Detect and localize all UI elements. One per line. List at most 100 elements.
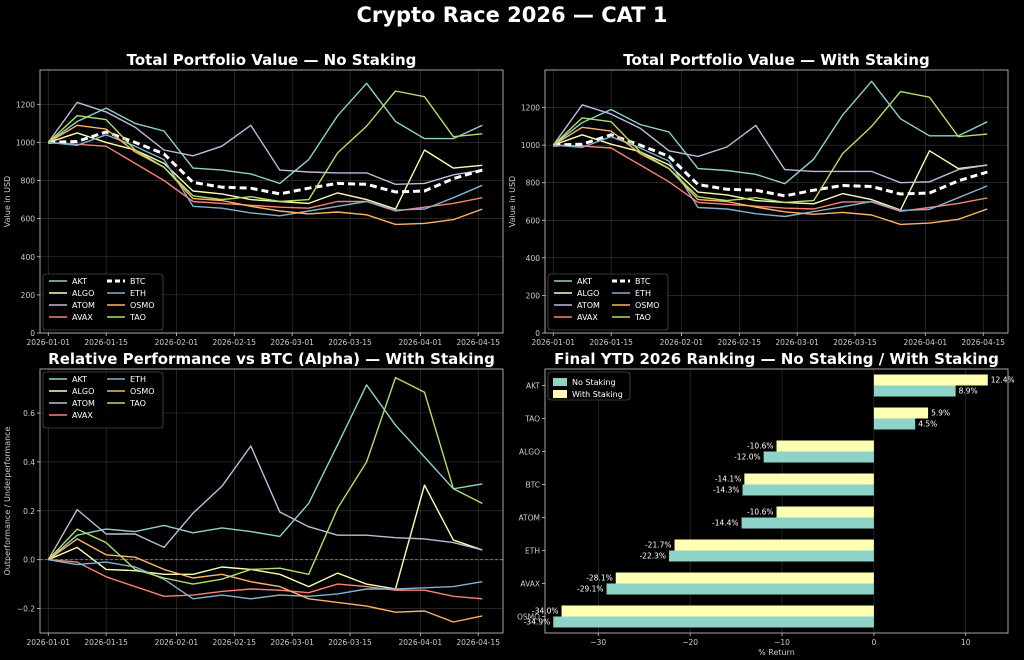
data-label-no-staking-eth: -22.3% xyxy=(639,552,666,561)
bar-with-staking-atom xyxy=(776,506,874,518)
legend-box xyxy=(547,273,669,331)
x-tick-label: 2026-01-01 xyxy=(26,638,70,647)
legend-swatch-no-staking xyxy=(553,378,567,386)
series-line-osmo xyxy=(47,124,483,226)
legend-label-eth: ETH xyxy=(130,375,146,384)
x-tick-label: 2026-02-01 xyxy=(660,338,704,347)
x-tick-label: 2026-04-15 xyxy=(456,338,500,347)
data-label-with-staking-tao: 5.9% xyxy=(931,409,950,418)
bar-no-staking-atom xyxy=(741,517,874,529)
data-label-with-staking-eth: -21.7% xyxy=(645,541,672,550)
series-line-atom xyxy=(47,445,483,561)
x-tick-label: 2026-04-01 xyxy=(399,638,443,647)
y-axis-label: Outperformance / Underperformance xyxy=(3,426,12,575)
legend-label-atom: ATOM xyxy=(72,301,95,310)
bar-no-staking-avax xyxy=(606,583,874,595)
chart-title: Final YTD 2026 Ranking — No Staking / Wi… xyxy=(554,350,999,368)
plot-frame xyxy=(544,368,1009,634)
series-line-tao xyxy=(552,90,988,204)
bar-with-staking-eth xyxy=(674,539,874,551)
series-line-atom xyxy=(47,101,483,186)
legend-label-atom: ATOM xyxy=(577,301,600,310)
x-tick-label: 2026-04-01 xyxy=(904,338,948,347)
legend-label-avax: AVAX xyxy=(72,313,93,322)
data-label-no-staking-avax: -29.1% xyxy=(577,585,604,594)
y-tick-label: 200 xyxy=(526,291,541,300)
y-tick-label: 400 xyxy=(526,254,541,263)
y-tick-label: 0.4 xyxy=(23,458,35,467)
y-tick-label: 1000 xyxy=(521,141,540,150)
category-label-tao: TAO xyxy=(524,415,540,424)
legend: AKT ALGO ATOM AVAX ETH OSMO TAO xyxy=(42,371,164,429)
plot-frame xyxy=(39,368,504,634)
legend-label-algo: ALGO xyxy=(577,289,599,298)
series-line-akt xyxy=(47,384,483,561)
legend-label-avax: AVAX xyxy=(72,411,93,420)
x-tick-label: 2026-03-01 xyxy=(270,338,314,347)
y-tick-label: 0.2 xyxy=(23,507,35,516)
legend-label-eth: ETH xyxy=(635,289,651,298)
y-tick-label: 0 xyxy=(535,329,540,338)
y-tick-label: 400 xyxy=(21,253,36,262)
y-tick-label: 1200 xyxy=(521,104,540,113)
plot-frame xyxy=(39,69,504,334)
data-label-with-staking-avax: -28.1% xyxy=(586,574,613,583)
series-line-algo xyxy=(48,484,483,590)
data-label-no-staking-tao: 4.5% xyxy=(918,420,937,429)
y-axis-label: Value in USD xyxy=(3,176,12,227)
category-label-algo: ALGO xyxy=(519,448,540,457)
data-label-no-staking-algo: -12.0% xyxy=(734,453,761,462)
legend-label-atom: ATOM xyxy=(72,399,95,408)
data-label-no-staking-osmo: -34.9% xyxy=(524,618,551,627)
chart-title: Total Portfolio Value — No Staking xyxy=(127,51,417,69)
legend-label-btc: BTC xyxy=(635,277,651,286)
legend-label-akt: AKT xyxy=(72,277,87,286)
x-tick-label: 2026-01-01 xyxy=(531,338,575,347)
x-tick-label: 2026-02-15 xyxy=(212,638,256,647)
y-tick-label: −0.2 xyxy=(17,605,35,614)
x-tick-label: 2026-03-15 xyxy=(328,638,372,647)
chart-title: Relative Performance vs BTC (Alpha) — Wi… xyxy=(48,350,495,368)
x-tick-label: 2026-01-15 xyxy=(84,638,128,647)
series-line-atom xyxy=(552,104,988,184)
x-tick-label: −20 xyxy=(682,638,698,647)
y-tick-label: 200 xyxy=(21,291,36,300)
x-tick-label: 2026-02-01 xyxy=(155,338,199,347)
bar-no-staking-algo xyxy=(763,451,874,463)
category-label-avax: AVAX xyxy=(520,580,540,589)
category-label-akt: AKT xyxy=(526,382,540,391)
data-label-no-staking-btc: -14.3% xyxy=(713,486,740,495)
legend-box xyxy=(42,273,164,331)
legend-label-akt: AKT xyxy=(72,375,87,384)
bar-no-staking-btc xyxy=(742,484,874,496)
legend-label-algo: ALGO xyxy=(72,387,94,396)
legend-label-akt: AKT xyxy=(577,277,592,286)
y-tick-label: 800 xyxy=(21,177,36,186)
legend: No Staking With Staking xyxy=(547,371,631,401)
y-axis-label: Value in USD xyxy=(508,176,517,227)
legend-label-algo: ALGO xyxy=(72,289,94,298)
bar-no-staking-eth xyxy=(669,550,874,562)
legend-box xyxy=(42,371,164,429)
series-line-algo xyxy=(553,134,988,211)
bar-with-staking-algo xyxy=(776,440,874,452)
category-label-btc: BTC xyxy=(525,481,540,490)
bar-with-staking-osmo xyxy=(561,605,874,617)
legend-label-tao: TAO xyxy=(129,313,146,322)
legend-label-osmo: OSMO xyxy=(130,301,155,310)
bar-with-staking-avax xyxy=(615,572,874,584)
series-line-tao xyxy=(47,90,483,203)
bar-with-staking-btc xyxy=(744,473,874,485)
x-tick-label: 2026-03-15 xyxy=(833,338,877,347)
category-label-eth: ETH xyxy=(525,547,540,556)
plot-frame xyxy=(544,69,1009,334)
y-tick-label: 600 xyxy=(21,215,36,224)
legend-label-osmo: OSMO xyxy=(130,387,155,396)
series-line-akt xyxy=(47,82,483,185)
x-axis-label: % Return xyxy=(758,648,795,657)
series-line-algo xyxy=(48,132,483,210)
legend-label-no-staking: No Staking xyxy=(572,378,616,387)
x-tick-label: 2026-01-01 xyxy=(26,338,70,347)
